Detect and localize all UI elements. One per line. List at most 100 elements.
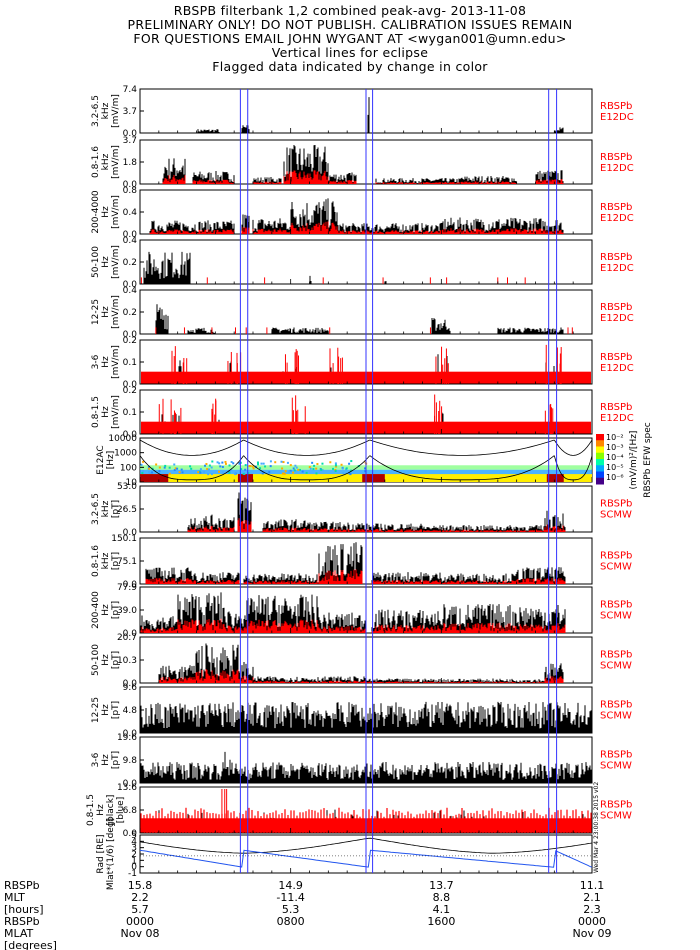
spec-speck <box>251 465 254 468</box>
spec-speck <box>173 469 176 472</box>
y-axis-label: 200-400 <box>91 591 101 629</box>
y-tick-label: 7.4 <box>123 85 138 95</box>
spec-speck <box>247 472 250 475</box>
colorbar-title: RBSPb EFW spec <box>643 422 653 498</box>
sensor-label: E12DC <box>600 313 634 324</box>
spec-speck <box>289 469 292 472</box>
colorbar-tick: 10⁻⁶ <box>606 473 624 482</box>
spec-speck <box>147 465 150 468</box>
spec-speck <box>261 472 264 475</box>
spec-speck <box>350 460 353 463</box>
spec-speck <box>221 465 224 468</box>
spec-speck <box>260 462 263 465</box>
spec-speck <box>309 467 312 470</box>
y-tick-label: 0.8 <box>123 186 138 196</box>
y-axis-label: 0.8-1.5 <box>91 396 101 428</box>
y-tick-label: 0.0 <box>123 280 138 290</box>
y-axis-label: [pT] <box>111 601 121 619</box>
spec-speck <box>249 465 252 468</box>
y-axis-label: [mV/m] <box>111 395 121 429</box>
spec-speck <box>282 461 285 464</box>
y-axis-label: kHz <box>101 552 111 569</box>
spec-speck <box>198 470 201 473</box>
y-tick-label: 0.0 <box>123 180 138 190</box>
spec-curve <box>553 439 593 456</box>
spec-speck <box>244 464 247 467</box>
spec-speck <box>311 461 314 464</box>
instrument-label: RBSPb <box>600 152 632 163</box>
spec-speck <box>262 462 265 465</box>
spec-speck <box>335 465 338 468</box>
sensor-label: SCMW <box>600 562 632 573</box>
spec-speck <box>224 460 227 463</box>
spec-speck <box>320 468 323 471</box>
colorbar-tick: 10⁻² <box>606 433 624 442</box>
y-axis-label: [mV/m] <box>111 94 121 128</box>
spec-speck <box>207 468 210 471</box>
contact-line: FOR QUESTIONS EMAIL JOHN WYGANT AT <wyga… <box>133 31 567 46</box>
colorbar-unit: (mV/m)²/[Hz] <box>629 431 639 490</box>
y-axis-label: kHz <box>101 102 111 119</box>
y-tick-label: 53.0 <box>117 482 137 492</box>
instrument-label: RBSPb <box>600 352 632 363</box>
spec-speck <box>163 466 166 469</box>
y-axis-label: Hz <box>101 604 111 616</box>
colorbar-cell <box>596 440 604 447</box>
spec-speck <box>173 463 176 466</box>
sensor-label: SCMW <box>600 510 632 521</box>
spec-speck <box>230 468 233 471</box>
sensor-label: E12DC <box>600 363 634 374</box>
spec-speck <box>190 467 193 470</box>
spec-speck <box>228 471 231 474</box>
y-tick-label: 77.9 <box>117 583 137 593</box>
instrument-label: RBSPb <box>600 252 632 263</box>
y-axis-label: [Hz] <box>106 451 116 470</box>
spec-speck <box>205 463 208 466</box>
spec-speck <box>216 461 219 464</box>
instrument-label: RBSPb <box>600 499 632 510</box>
spec-speck <box>334 462 337 465</box>
chart-title: RBSPB filterbank 1,2 combined peak-avg- … <box>173 3 527 18</box>
y-tick-label: 39.0 <box>117 606 137 616</box>
colorbar-cell <box>596 434 604 441</box>
spec-curve <box>369 455 555 481</box>
y-tick-label: 10 <box>126 478 138 488</box>
y-axis-label: 0.8-1.6 <box>91 146 101 178</box>
y-axis-label: kHz <box>101 500 111 517</box>
spec-speck <box>348 462 351 465</box>
spec-speck <box>348 472 351 475</box>
spec-speck <box>289 464 292 467</box>
spec-speck <box>232 462 235 465</box>
spec-speck <box>340 463 343 466</box>
instrument-label: RBSPb <box>600 551 632 562</box>
spec-speck <box>292 467 295 470</box>
instrument-label: RBSPb <box>600 302 632 313</box>
spec-speck <box>350 469 353 472</box>
spec-speck <box>142 460 145 463</box>
spec-speck <box>199 471 202 474</box>
spec-speck <box>274 461 277 464</box>
y-tick-label: 0.2 <box>123 258 137 268</box>
y-tick-label: 1000 <box>114 449 137 459</box>
spec-speck <box>174 467 177 470</box>
spec-speck <box>281 472 284 475</box>
spec-speck <box>244 468 247 471</box>
spec-speck <box>208 464 211 467</box>
spec-speck <box>364 470 367 473</box>
y-axis-label: 0.8-1.6 <box>91 545 101 577</box>
spec-speck <box>364 467 367 470</box>
colorbar-tick: 10⁻⁵ <box>606 463 624 472</box>
colorbar-tick: 10⁻⁴ <box>606 453 624 462</box>
instrument-label: RBSPb <box>600 600 632 611</box>
y-axis-label: 3.2-6.5 <box>91 95 101 127</box>
spec-speck <box>345 467 348 470</box>
y-tick-label: 75.1 <box>117 557 137 567</box>
spec-speck <box>281 467 284 470</box>
